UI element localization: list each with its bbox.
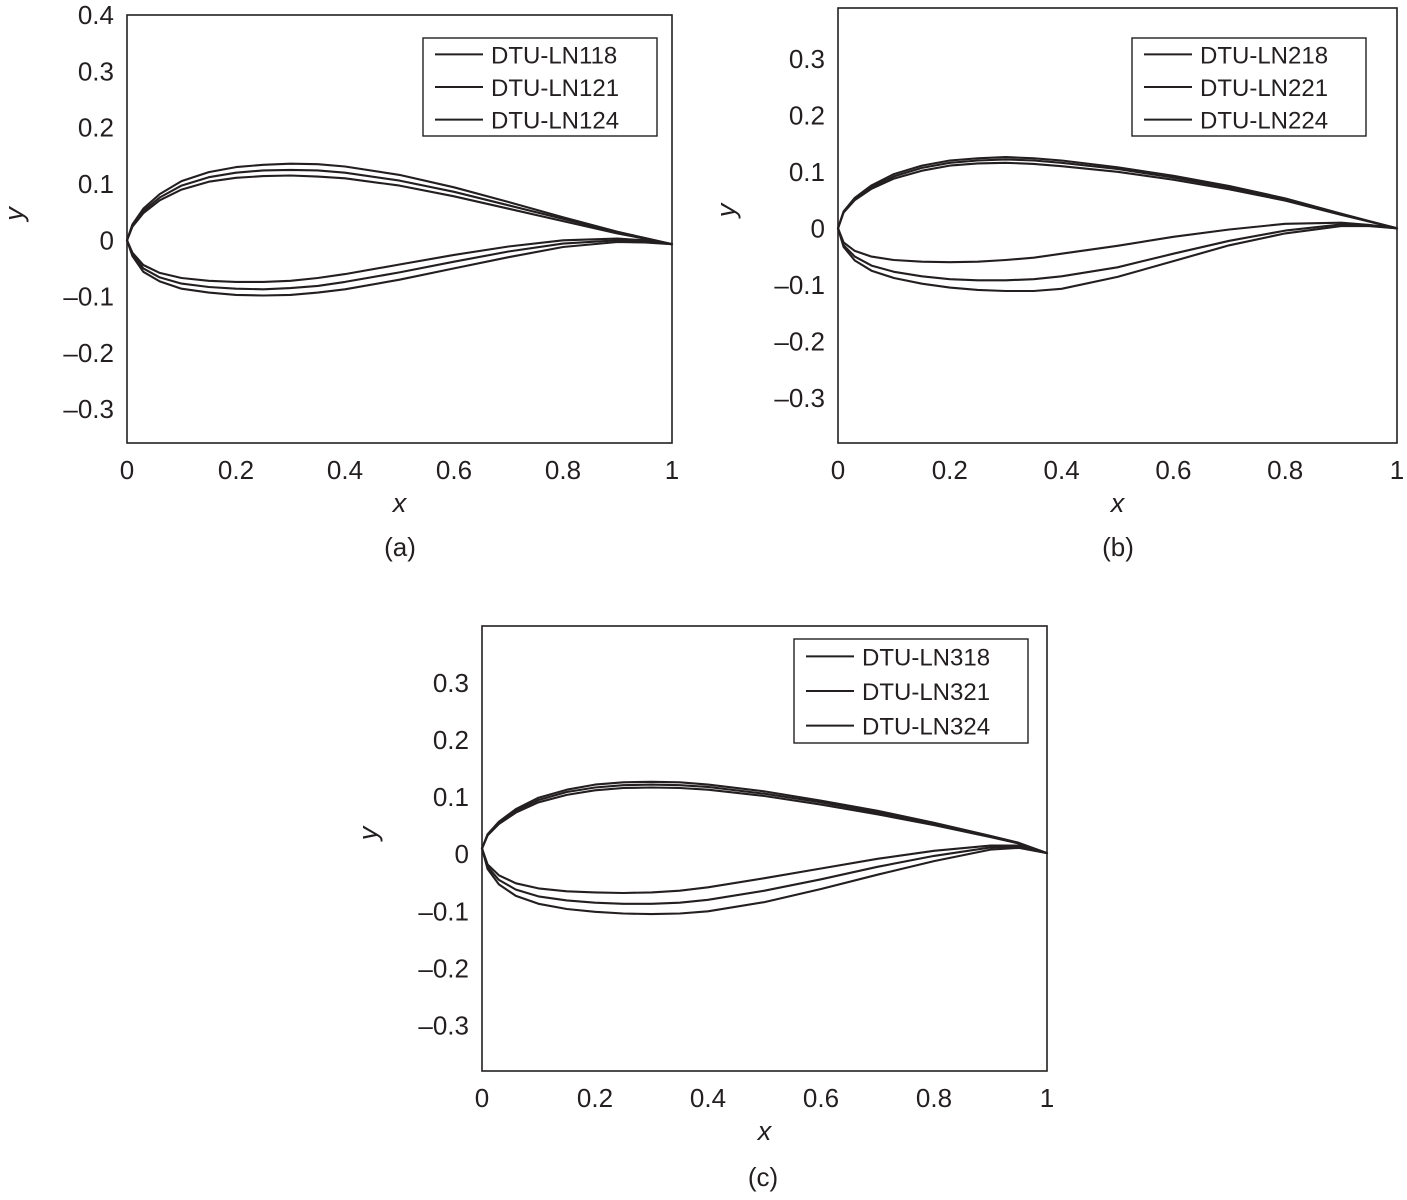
y-axis-label: y — [711, 202, 741, 219]
y-tick-label: –0.1 — [774, 270, 825, 300]
plot-frame — [126, 14, 673, 444]
x-tick-label: 0.8 — [545, 455, 581, 485]
y-axis-label: y — [0, 206, 29, 223]
y-tick-label: 0 — [455, 839, 469, 869]
legend-label: DTU-LN224 — [1200, 108, 1328, 135]
y-tick-label: 0.2 — [78, 113, 114, 143]
legend: DTU-LN318 DTU-LN321 DTU-LN324 — [793, 638, 1029, 744]
panel-caption: (a) — [384, 532, 416, 562]
x-axis-label: x — [1109, 488, 1126, 518]
y-tick-label: 0.1 — [433, 782, 469, 812]
legend-label: DTU-LN121 — [491, 75, 619, 102]
y-tick-label: 0.2 — [789, 100, 825, 130]
y-tick-label: 0.3 — [433, 668, 469, 698]
y-tick-label: –0.1 — [418, 896, 469, 926]
y-tick-label: –0.2 — [774, 326, 825, 356]
y-tick-label: –0.3 — [774, 383, 825, 413]
x-tick-label: 0.2 — [218, 455, 254, 485]
panel-caption: (b) — [1102, 532, 1134, 562]
y-tick-label: 0 — [100, 225, 114, 255]
y-tick-label: 0.3 — [789, 44, 825, 74]
y-tick-label: 0.2 — [433, 725, 469, 755]
x-tick-label: 0.6 — [803, 1083, 839, 1113]
airfoil-curve-dtu-ln218 — [836, 161, 1399, 264]
airfoil-curve-dtu-ln318 — [480, 786, 1049, 895]
x-tick-label: 1 — [1040, 1083, 1054, 1113]
x-tick-label: 1 — [1390, 455, 1404, 485]
x-tick-label: 0.4 — [690, 1083, 726, 1113]
y-tick-label: –0.3 — [63, 394, 114, 424]
panel-a: 0 0.2 0.4 0.6 0.8 1 0.4 0.3 0.2 0.1 0 –0.1 –0.2 –0.3 x… — [0, 0, 679, 562]
panel-caption: (c) — [748, 1162, 778, 1192]
airfoil-curve-dtu-ln324 — [480, 780, 1049, 916]
y-tick-label: 0.1 — [78, 169, 114, 199]
airfoil-curve-dtu-ln118 — [125, 174, 674, 283]
y-tick-label: –0.2 — [418, 953, 469, 983]
panel-c: 0 0.2 0.4 0.6 0.8 1 0.3 0.2 0.1 0 –0.1 –0.2 –0.3 x y (c… — [353, 625, 1054, 1192]
legend-label: DTU-LN221 — [1200, 75, 1328, 102]
y-tick-label: 0.3 — [78, 56, 114, 86]
x-tick-label: 0.4 — [1044, 455, 1080, 485]
airfoil-curve-dtu-ln321 — [480, 783, 1049, 905]
legend-label: DTU-LN318 — [862, 644, 990, 671]
x-tick-label: 0 — [120, 455, 134, 485]
x-tick-label: 0.6 — [436, 455, 472, 485]
y-tick-label: –0.3 — [418, 1010, 469, 1040]
y-tick-label: –0.1 — [63, 282, 114, 312]
y-tick-label: 0.1 — [789, 157, 825, 187]
x-tick-label: 0 — [831, 455, 845, 485]
x-tick-label: 0 — [475, 1083, 489, 1113]
airfoil-curve-dtu-ln124 — [125, 162, 674, 297]
y-tick-label: –0.2 — [63, 338, 114, 368]
y-tick-label: 0 — [811, 213, 825, 243]
x-tick-label: 1 — [665, 455, 679, 485]
legend-label: DTU-LN324 — [862, 714, 990, 741]
x-axis-label: x — [756, 1116, 773, 1146]
legend: DTU-LN218 DTU-LN221 DTU-LN224 — [1131, 37, 1367, 137]
panel-b: 0 0.2 0.4 0.6 0.8 1 0.3 0.2 0.1 0 –0.1 –0.2 –0.3 x y (b… — [711, 7, 1404, 562]
x-tick-label: 0.4 — [327, 455, 363, 485]
legend: DTU-LN118 DTU-LN121 DTU-LN124 — [422, 37, 658, 137]
legend-label: DTU-LN321 — [862, 679, 990, 706]
x-tick-label: 0.2 — [577, 1083, 613, 1113]
x-tick-label: 0.8 — [916, 1083, 952, 1113]
y-tick-label: 0.4 — [78, 0, 114, 30]
x-tick-label: 0.2 — [932, 455, 968, 485]
legend-label: DTU-LN124 — [491, 108, 619, 135]
airfoil-curve-dtu-ln121 — [125, 168, 674, 291]
x-axis-label: x — [391, 488, 408, 518]
y-axis-label: y — [353, 825, 383, 842]
x-tick-label: 0.6 — [1155, 455, 1191, 485]
x-tick-label: 0.8 — [1267, 455, 1303, 485]
legend-label: DTU-LN118 — [491, 42, 617, 69]
legend-label: DTU-LN218 — [1200, 42, 1328, 69]
airfoil-curve-dtu-ln224 — [836, 156, 1399, 293]
